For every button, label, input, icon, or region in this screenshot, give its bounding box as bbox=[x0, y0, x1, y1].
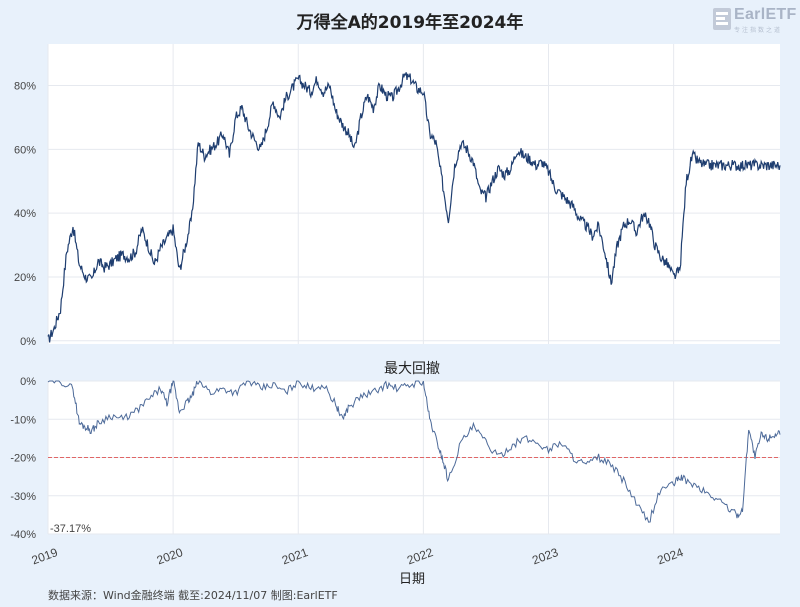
drawdown-line bbox=[47, 380, 781, 523]
x-tick-label: 2020 bbox=[155, 545, 185, 567]
x-axis-label: 日期 bbox=[399, 572, 425, 587]
top-y-tick-label: 80% bbox=[14, 80, 36, 92]
x-tick-label: 2022 bbox=[405, 545, 435, 567]
x-tick-label: 2023 bbox=[530, 545, 560, 567]
bottom-y-tick-label: -10% bbox=[10, 414, 36, 426]
x-ticks: 2019 2020 2021 2022 2023 2024 bbox=[30, 545, 686, 567]
top-y-tick-label: 40% bbox=[14, 208, 36, 220]
chart-title: 万得全A的2019年至2024年 bbox=[296, 12, 524, 33]
logo-tagline-text: 专注指数之道 bbox=[734, 27, 783, 34]
bottom-y-tick-label: -40% bbox=[10, 529, 36, 541]
logo-brand-text: EarlETF bbox=[734, 6, 797, 23]
x-tick-label: 2024 bbox=[655, 545, 685, 567]
bottom-y-ticks: 0% -10% -20% -30% -40% bbox=[10, 376, 36, 541]
max-drawdown-annotation: -37.17% bbox=[50, 523, 91, 535]
top-y-tick-label: 0% bbox=[20, 336, 36, 348]
top-y-tick-label: 60% bbox=[14, 144, 36, 156]
earletf-logo: EarlETF 专注指数之道 bbox=[712, 6, 796, 36]
x-tick-label: 2021 bbox=[280, 545, 310, 567]
top-plot-panel bbox=[48, 44, 780, 344]
index-return-line bbox=[47, 72, 781, 343]
source-note: 数据来源：Wind金融终端 截至:2024/11/07 制图:EarlETF bbox=[48, 589, 338, 602]
bottom-y-tick-label: -20% bbox=[10, 453, 36, 465]
x-tick-label: 2019 bbox=[30, 545, 60, 567]
drawdown-title: 最大回撤 bbox=[384, 361, 440, 377]
top-y-ticks: 0% 20% 40% 60% 80% bbox=[14, 80, 36, 347]
logo-mark-icon bbox=[713, 8, 731, 30]
bottom-y-tick-label: -30% bbox=[10, 491, 36, 503]
bottom-y-tick-label: 0% bbox=[20, 376, 36, 388]
top-y-tick-label: 20% bbox=[14, 272, 36, 284]
